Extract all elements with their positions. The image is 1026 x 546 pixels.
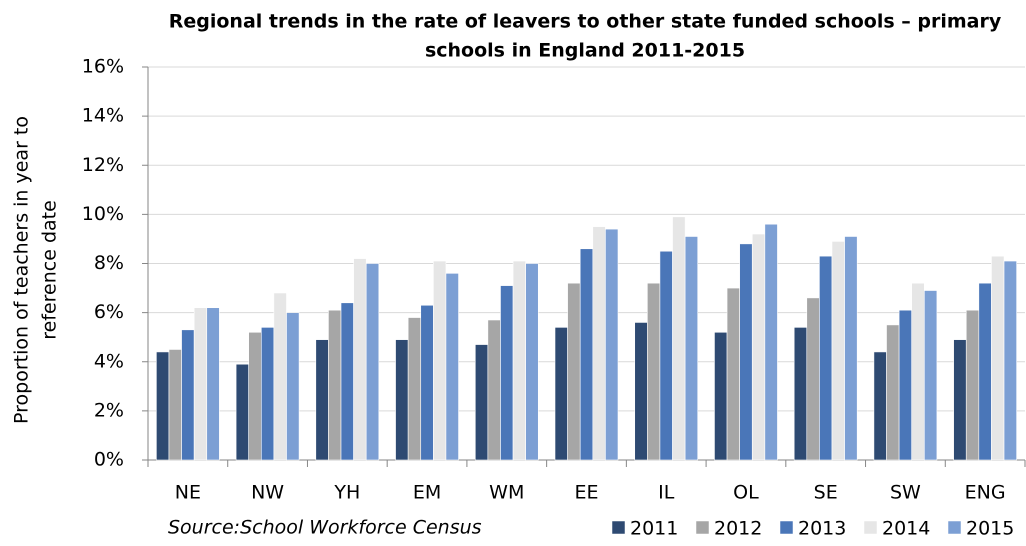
bar [659, 250, 673, 461]
bar [567, 282, 581, 461]
legend-swatch [611, 520, 626, 535]
x-tick-label: SW [890, 482, 921, 504]
y-tick-label: 0% [94, 449, 124, 471]
x-tick-label: NW [251, 482, 284, 504]
x-tick-label: SE [814, 482, 838, 504]
legend-label: 2013 [798, 518, 846, 540]
y-axis-title: Proportion of teachers in year to [11, 116, 33, 424]
chart-title: schools in England 2011-2015 [425, 40, 745, 62]
bar [500, 285, 514, 461]
x-tick-label: IL [658, 482, 675, 504]
y-tick-label: 10% [82, 203, 124, 225]
x-tick-label: EE [574, 482, 598, 504]
bar [739, 243, 753, 461]
bar [726, 287, 740, 461]
bar [433, 260, 447, 461]
bar [579, 248, 594, 461]
bar [898, 309, 913, 461]
bar [248, 331, 262, 461]
y-tick-label: 4% [94, 350, 124, 372]
bar [328, 309, 342, 461]
bar [684, 236, 699, 461]
y-tick-label: 14% [82, 105, 124, 127]
bar [235, 363, 249, 461]
bar [793, 327, 808, 461]
bar [395, 339, 409, 461]
x-tick-label: WM [489, 482, 524, 504]
legend-swatch [863, 520, 878, 535]
bar [873, 351, 887, 461]
x-tick-label: ENG [965, 482, 1006, 504]
bar [554, 327, 568, 461]
bar [844, 236, 858, 461]
bar [806, 297, 820, 461]
bar [886, 324, 900, 461]
bar [487, 319, 501, 461]
y-tick-label: 12% [82, 154, 124, 176]
legend-label: 2015 [966, 518, 1014, 540]
bar [819, 255, 833, 461]
x-tick-label: NE [175, 482, 201, 504]
bar [831, 241, 845, 461]
bar [525, 263, 539, 461]
bar [647, 282, 661, 461]
bar [512, 260, 526, 461]
bar [911, 282, 925, 461]
bar [365, 263, 380, 461]
bar [206, 307, 220, 461]
bar [420, 304, 434, 461]
bar [991, 255, 1005, 461]
legend-swatch [779, 520, 794, 535]
legend-label: 2011 [630, 518, 678, 540]
bar [1003, 260, 1017, 461]
legend-label: 2012 [714, 518, 762, 540]
bar [181, 329, 195, 461]
bar [273, 292, 287, 461]
x-tick-label: OL [733, 482, 759, 504]
x-tick-label: EM [413, 482, 441, 504]
legend-swatch [695, 520, 710, 535]
bar [340, 302, 354, 461]
bar [978, 282, 992, 461]
bar [605, 228, 619, 461]
bar [751, 233, 766, 461]
bar [260, 327, 275, 461]
chart-title: Regional trends in the rate of leavers t… [169, 11, 1002, 33]
bar [965, 309, 980, 461]
y-tick-label: 16% [82, 56, 124, 78]
y-tick-label: 6% [94, 301, 124, 323]
bar [634, 322, 648, 461]
legend-label: 2014 [882, 518, 930, 540]
bar [353, 258, 367, 461]
bar [953, 339, 967, 461]
y-tick-label: 8% [94, 252, 124, 274]
bar [764, 223, 778, 461]
bar [407, 317, 422, 461]
bar [592, 226, 606, 461]
y-tick-label: 2% [94, 399, 124, 421]
bar [156, 351, 170, 461]
legend-swatch [947, 520, 962, 535]
bar [286, 312, 300, 461]
y-axis-title: reference date [39, 200, 61, 340]
bar [474, 344, 489, 461]
bar [315, 339, 329, 461]
source-note: Source:School Workforce Census [168, 517, 482, 539]
bar [445, 273, 459, 461]
bar [168, 349, 182, 461]
x-tick-label: YH [333, 482, 360, 504]
bar [672, 216, 686, 461]
bar [193, 307, 208, 461]
bar [714, 331, 728, 461]
bar [924, 290, 938, 461]
